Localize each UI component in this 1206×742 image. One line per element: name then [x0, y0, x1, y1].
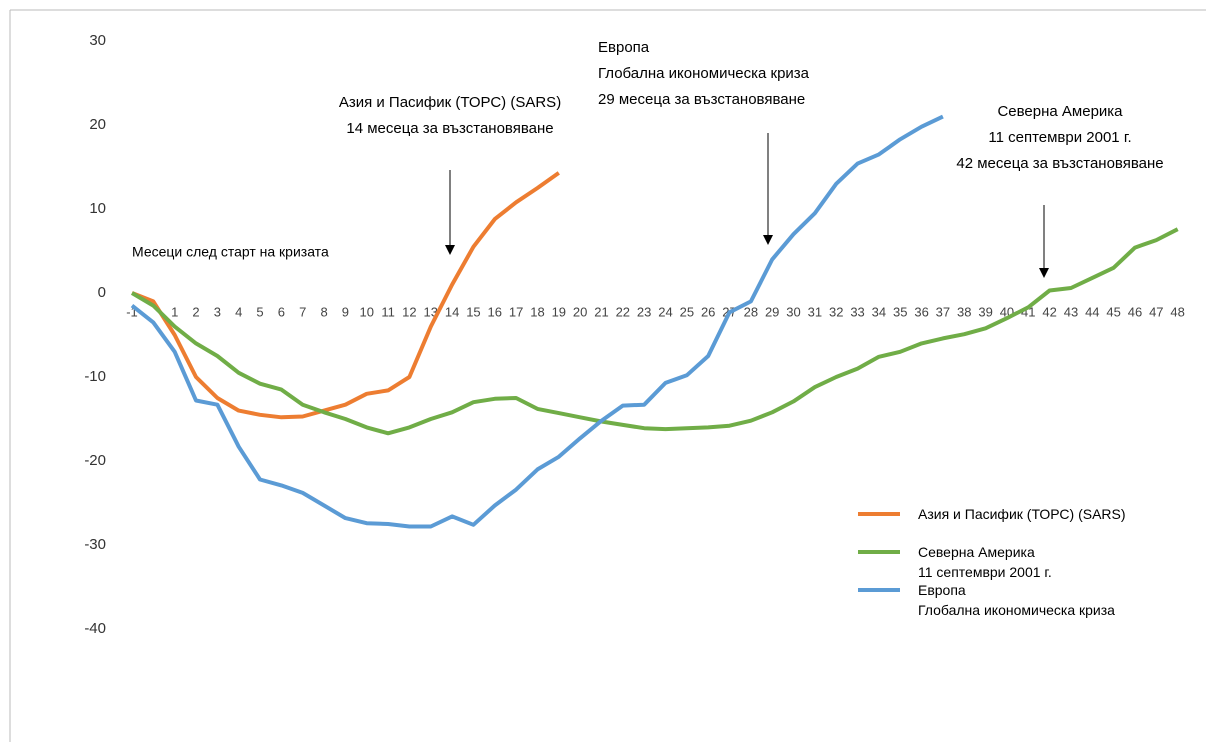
x-tick-label: 18	[530, 304, 544, 319]
x-tick-label: 39	[978, 304, 992, 319]
legend-label: Северна Америка 11 септември 2001 г.	[918, 544, 1052, 580]
x-tick-label: 47	[1149, 304, 1163, 319]
y-tick-label: -40	[84, 620, 106, 637]
x-tick-label: 2	[192, 304, 199, 319]
x-tick-label: 23	[637, 304, 651, 319]
x-tick-label: 19	[552, 304, 566, 319]
y-tick-label: 0	[98, 284, 106, 301]
y-tick-label: -10	[84, 368, 106, 385]
x-tick-label: 45	[1106, 304, 1120, 319]
x-tick-label: 12	[402, 304, 416, 319]
x-tick-label: 48	[1170, 304, 1184, 319]
x-tick-label: 17	[509, 304, 523, 319]
x-tick-label: 31	[808, 304, 822, 319]
x-tick-label: 29	[765, 304, 779, 319]
x-tick-label: 38	[957, 304, 971, 319]
annotation: Азия и Пасифик (ТОРС) (SARS) 14 месеца з…	[338, 94, 562, 137]
x-tick-label: 15	[466, 304, 480, 319]
annotation: Северна Америка 11 септември 2001 г. 42 …	[956, 103, 1164, 172]
x-tick-label: 25	[680, 304, 694, 319]
arrow-head	[763, 235, 773, 245]
x-tick-label: 1	[171, 304, 178, 319]
x-tick-label: 3	[214, 304, 221, 319]
x-tick-label: 7	[299, 304, 306, 319]
x-tick-label: 33	[850, 304, 864, 319]
legend-label: Азия и Пасифик (ТОРС) (SARS)	[918, 506, 1126, 522]
series-line	[131, 171, 560, 420]
y-tick-label: -30	[84, 536, 106, 553]
x-tick-label: 8	[320, 304, 327, 319]
x-tick-label: 6	[278, 304, 285, 319]
x-tick-label: 11	[381, 304, 395, 319]
x-tick-label: 46	[1128, 304, 1142, 319]
x-axis-label: Месеци след старт на кризата	[132, 244, 329, 260]
x-tick-label: 21	[594, 304, 608, 319]
y-tick-label: -20	[84, 452, 106, 469]
x-tick-label: 22	[616, 304, 630, 319]
x-tick-label: 43	[1064, 304, 1078, 319]
y-tick-label: 20	[89, 116, 106, 133]
x-tick-label: 20	[573, 304, 587, 319]
x-tick-label: 32	[829, 304, 843, 319]
x-tick-label: 24	[658, 304, 672, 319]
x-tick-label: 30	[786, 304, 800, 319]
x-tick-label: 35	[893, 304, 907, 319]
x-tick-label: 28	[744, 304, 758, 319]
arrow-head	[445, 245, 455, 255]
series-line	[130, 227, 1179, 436]
x-tick-label: 9	[342, 304, 349, 319]
x-tick-label: 44	[1085, 304, 1099, 319]
y-tick-label: 30	[89, 32, 106, 49]
annotation: Европа Глобална икономическа криза 29 ме…	[598, 39, 810, 108]
legend-label: Европа Глобална икономическа криза	[918, 582, 1115, 618]
x-tick-label: 42	[1042, 304, 1056, 319]
x-tick-label: 26	[701, 304, 715, 319]
x-tick-label: 34	[872, 304, 886, 319]
arrow-head	[1039, 268, 1049, 278]
x-tick-label: 16	[488, 304, 502, 319]
x-tick-label: 4	[235, 304, 242, 319]
x-tick-label: 5	[256, 304, 263, 319]
x-tick-label: 14	[445, 304, 459, 319]
y-tick-label: 10	[89, 200, 106, 217]
x-tick-label: 37	[936, 304, 950, 319]
series-line	[130, 114, 944, 529]
x-tick-label: 10	[360, 304, 374, 319]
x-tick-label: -1	[126, 304, 138, 319]
x-tick-label: 36	[914, 304, 928, 319]
